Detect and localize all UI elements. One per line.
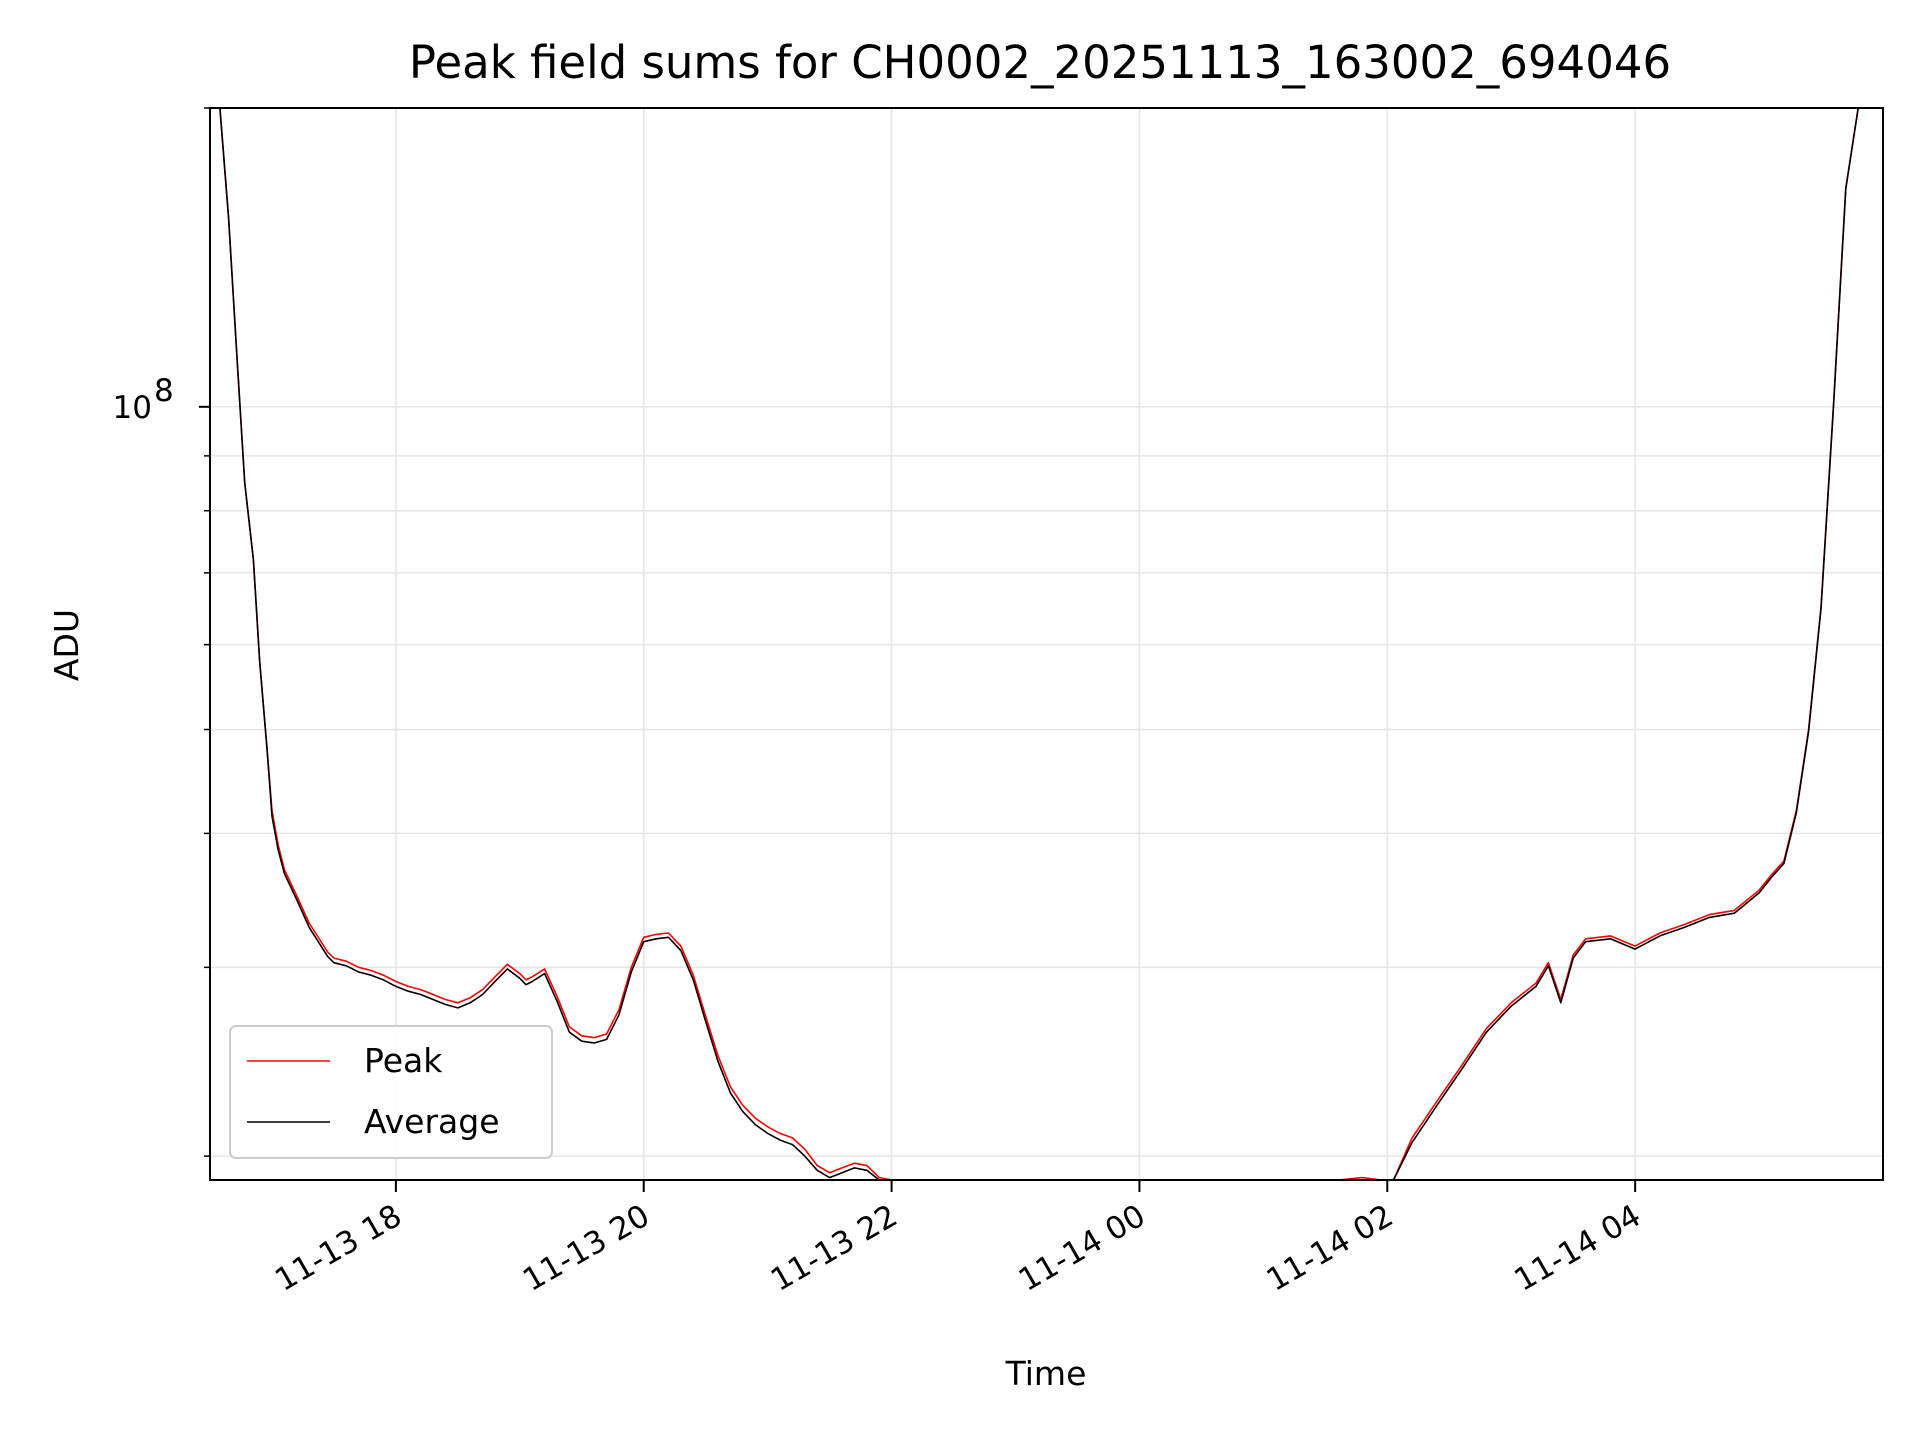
plot-lines	[219, 107, 1859, 1181]
legend-peak-label: Peak	[364, 1041, 443, 1080]
y-axis-label: ADU	[47, 609, 86, 681]
series-line-peak	[219, 107, 1859, 1181]
legend-box	[229, 1025, 553, 1159]
x-axis-label: Time	[1005, 1354, 1087, 1393]
series-line-average	[219, 107, 1859, 1181]
legend-average-label: Average	[364, 1102, 500, 1141]
y-tick-label-exponent: 8	[154, 373, 174, 409]
legend: Peak Average	[229, 1025, 553, 1159]
chart-title: Peak field sums for CH0002_20251113_1630…	[409, 36, 1671, 89]
y-tick-label-base: 10	[113, 390, 152, 426]
